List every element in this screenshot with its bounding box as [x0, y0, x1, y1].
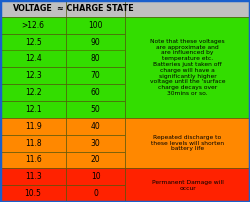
Text: 50: 50 [91, 105, 101, 114]
Text: >12.6: >12.6 [22, 21, 44, 30]
FancyBboxPatch shape [0, 84, 66, 101]
FancyBboxPatch shape [0, 34, 66, 50]
Text: 12.3: 12.3 [25, 71, 42, 80]
FancyBboxPatch shape [66, 135, 125, 152]
FancyBboxPatch shape [66, 185, 125, 202]
Text: 60: 60 [91, 88, 101, 97]
FancyBboxPatch shape [66, 101, 125, 118]
Text: 10: 10 [91, 172, 101, 181]
Text: 11.8: 11.8 [25, 139, 42, 148]
Text: Repeated discharge to
these levels will shorten
battery life: Repeated discharge to these levels will … [151, 135, 224, 151]
Text: 12.4: 12.4 [25, 54, 42, 63]
Text: 11.6: 11.6 [25, 155, 42, 164]
FancyBboxPatch shape [125, 17, 250, 118]
FancyBboxPatch shape [0, 168, 66, 185]
FancyBboxPatch shape [66, 67, 125, 84]
FancyBboxPatch shape [66, 17, 125, 34]
Text: VOLTAGE: VOLTAGE [13, 4, 53, 13]
Text: 30: 30 [91, 139, 101, 148]
Text: ≈ CHARGE STATE: ≈ CHARGE STATE [57, 4, 134, 13]
FancyBboxPatch shape [0, 101, 66, 118]
FancyBboxPatch shape [66, 118, 125, 135]
FancyBboxPatch shape [125, 168, 250, 202]
Text: 20: 20 [91, 155, 101, 164]
Text: 90: 90 [91, 38, 101, 47]
FancyBboxPatch shape [0, 135, 66, 152]
FancyBboxPatch shape [0, 152, 66, 168]
Text: 80: 80 [91, 54, 101, 63]
FancyBboxPatch shape [0, 17, 66, 34]
Text: 10.5: 10.5 [25, 189, 42, 198]
Text: Note that these voltages
are approximate and
are influenced by
temperature etc.
: Note that these voltages are approximate… [150, 39, 225, 96]
Text: 40: 40 [91, 122, 101, 131]
Text: 0: 0 [93, 189, 98, 198]
Text: 11.9: 11.9 [25, 122, 42, 131]
Text: 70: 70 [91, 71, 101, 80]
FancyBboxPatch shape [66, 152, 125, 168]
Text: Permanent Damage will
occur: Permanent Damage will occur [152, 180, 224, 190]
Text: 11.3: 11.3 [25, 172, 42, 181]
FancyBboxPatch shape [66, 50, 125, 67]
FancyBboxPatch shape [66, 34, 125, 50]
FancyBboxPatch shape [66, 84, 125, 101]
FancyBboxPatch shape [0, 118, 66, 135]
Text: 100: 100 [88, 21, 103, 30]
Text: 12.2: 12.2 [25, 88, 42, 97]
Text: 12.1: 12.1 [25, 105, 42, 114]
FancyBboxPatch shape [0, 67, 66, 84]
FancyBboxPatch shape [125, 0, 250, 17]
FancyBboxPatch shape [0, 185, 66, 202]
FancyBboxPatch shape [0, 0, 66, 17]
FancyBboxPatch shape [66, 0, 125, 17]
FancyBboxPatch shape [125, 118, 250, 168]
FancyBboxPatch shape [0, 50, 66, 67]
FancyBboxPatch shape [66, 168, 125, 185]
Text: 12.5: 12.5 [25, 38, 42, 47]
